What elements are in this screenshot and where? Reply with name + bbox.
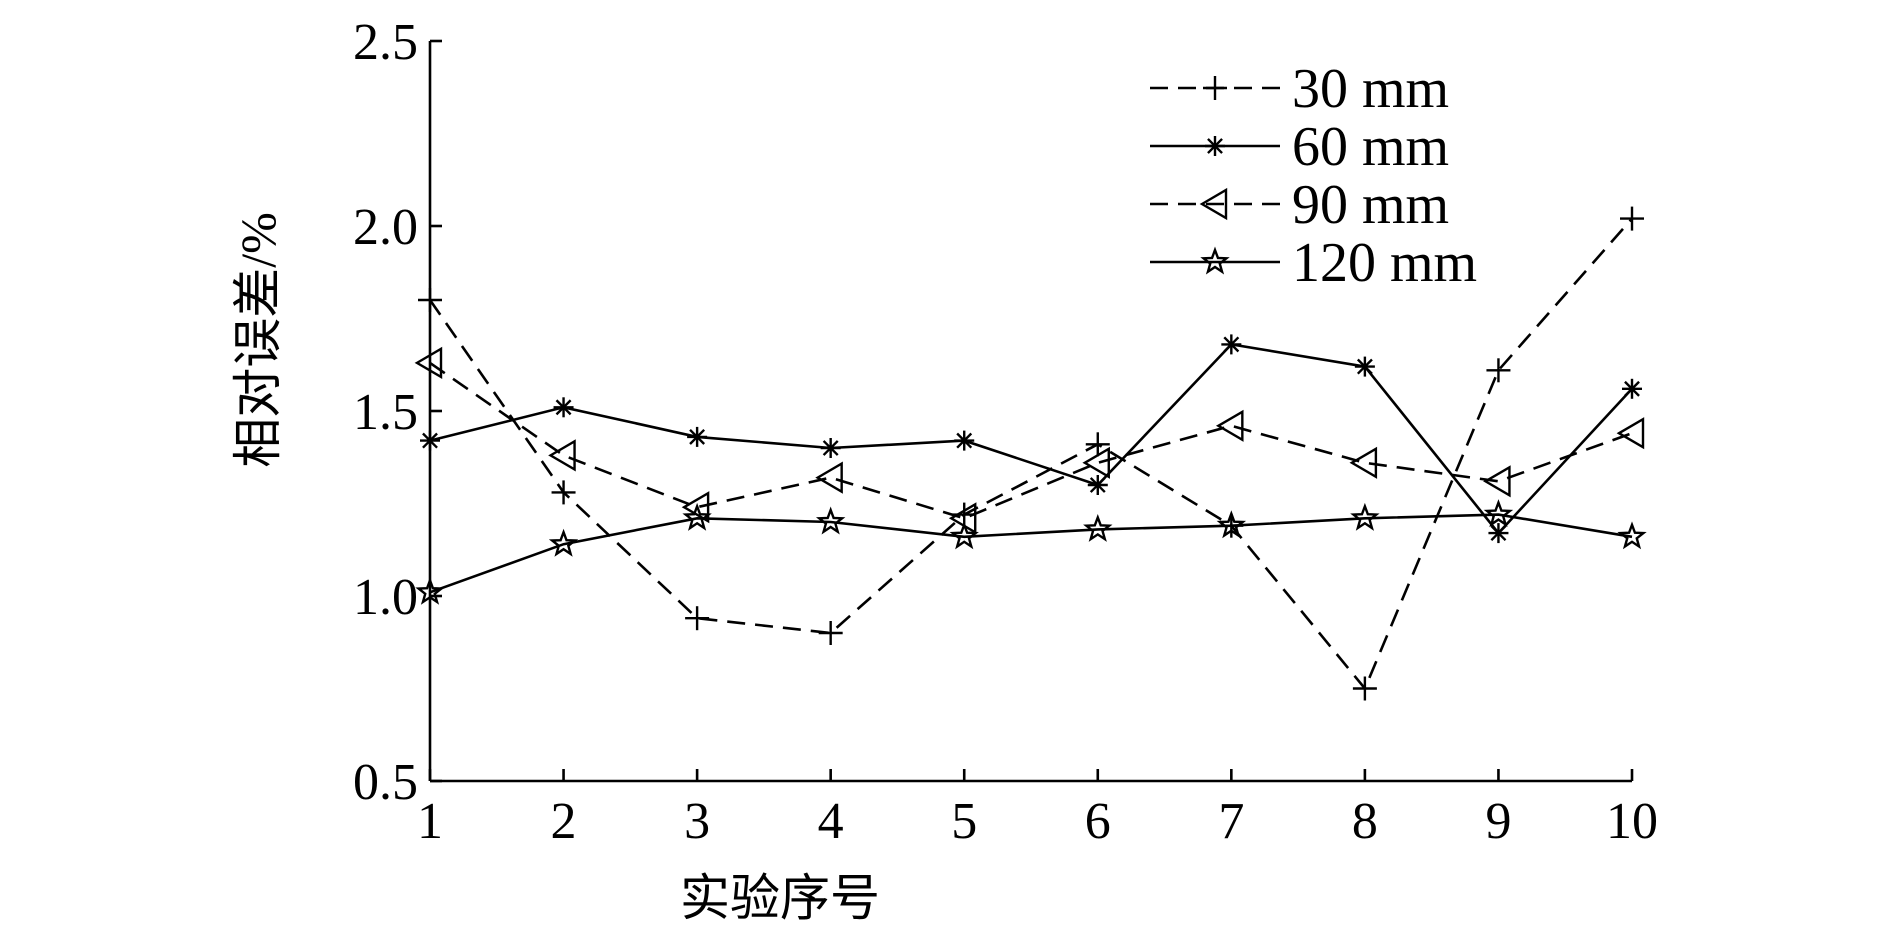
series-0-point-7: [1352, 676, 1377, 701]
series-0-point-3: [818, 621, 843, 645]
series-line-0: [428, 217, 1633, 691]
series-2-point-5: [1082, 446, 1110, 479]
y-tick-label-1: 1.0: [353, 569, 418, 626]
x-tick-label-4: 5: [951, 793, 977, 850]
series-3-point-4: [949, 521, 979, 550]
y-axis-label: 相对误差/%: [230, 212, 286, 468]
series-1-point-7: [1354, 356, 1375, 377]
series-0-point-5: [1085, 432, 1110, 457]
x-tick-label-1: 2: [551, 793, 577, 850]
series-0-point-9: [1620, 206, 1644, 231]
x-tick-label-6: 7: [1218, 793, 1244, 850]
series-3-point-3: [815, 506, 846, 535]
series-0-point-1: [551, 480, 576, 505]
legend-marker-0: [1203, 76, 1227, 100]
legend-label-3: 120 mm: [1292, 232, 1477, 294]
series-1: [420, 334, 1642, 544]
series-1-point-4: [954, 430, 975, 451]
legend-marker-2: [1199, 187, 1228, 221]
x-tick-label-5: 6: [1085, 793, 1111, 850]
series-3-point-0: [415, 576, 445, 605]
series-0-point-0: [418, 288, 442, 312]
series-2-point-7: [1349, 446, 1378, 479]
legend-entry-1: 60 mm: [1150, 116, 1449, 178]
series-3-point-6: [1216, 510, 1247, 539]
axes: 0.5 1.0 1.5 2.0 2.5 1 2 3 4 5 6 7 8 9 10: [353, 14, 1658, 850]
x-tick-label-7: 8: [1352, 793, 1378, 850]
legend-label-0: 30 mm: [1292, 58, 1449, 120]
x-tick-label-2: 3: [684, 793, 710, 850]
y-tick-label-0: 0.5: [353, 754, 418, 811]
series-2-point-6: [1215, 409, 1244, 442]
series-2-point-1: [548, 439, 576, 472]
series-2-point-3: [815, 461, 843, 494]
series-1-point-3: [820, 438, 841, 458]
x-tick-label-0: 1: [417, 793, 443, 850]
series-layer: [414, 206, 1647, 701]
series-2-point-2: [681, 491, 710, 524]
series-line-2: [429, 361, 1633, 520]
series-1-point-6: [1221, 334, 1242, 355]
series-2-point-9: [1616, 417, 1645, 450]
x-tick-label-9: 10: [1606, 793, 1658, 850]
x-tick-label-8: 9: [1485, 793, 1511, 850]
series-1-point-2: [687, 426, 708, 447]
legend-marker-1: [1205, 136, 1225, 156]
series-line-3: [429, 513, 1633, 594]
series-3-point-2: [682, 502, 712, 531]
series-0-point-2: [685, 606, 710, 631]
series-1-point-8: [1488, 523, 1509, 544]
series-2-point-0: [414, 346, 443, 379]
series-3-point-8: [1483, 499, 1514, 528]
series-1-point-1: [553, 397, 574, 418]
series-3-point-7: [1350, 502, 1380, 531]
series-1-point-0: [420, 430, 440, 451]
y-tick-label-4: 2.5: [353, 14, 418, 71]
legend-entry-3: 120 mm: [1150, 232, 1477, 294]
series-1-point-9: [1622, 378, 1642, 399]
series-3-point-9: [1617, 521, 1647, 550]
series-2-point-8: [1483, 465, 1511, 498]
series-line-1: [429, 343, 1633, 536]
series-3-point-5: [1083, 513, 1113, 542]
series-3: [415, 499, 1647, 605]
y-tick-label-3: 2.0: [353, 199, 418, 256]
legend-label-1: 60 mm: [1292, 116, 1449, 178]
legend-entry-2: 90 mm: [1150, 174, 1449, 236]
legend-marker-3: [1200, 246, 1230, 275]
x-axis-label: 实验序号: [680, 870, 880, 926]
series-0-point-8: [1486, 358, 1511, 383]
x-tick-label-3: 4: [818, 793, 844, 850]
series-1-point-5: [1087, 475, 1108, 495]
legend-label-2: 90 mm: [1292, 174, 1449, 236]
series-3-point-1: [548, 528, 579, 557]
series-2: [414, 346, 1645, 535]
y-tick-label-2: 1.5: [353, 384, 418, 441]
legend-entry-0: 30 mm: [1150, 58, 1449, 120]
